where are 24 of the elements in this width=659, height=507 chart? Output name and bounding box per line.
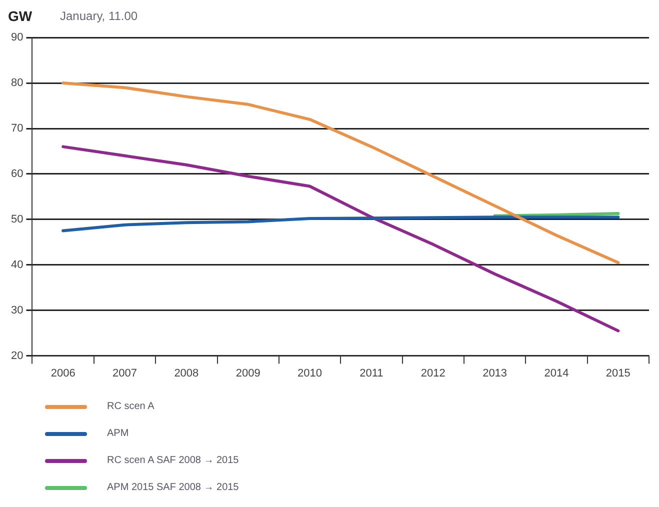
chart-title: January, 11.00 xyxy=(60,9,138,23)
legend-label: RC scen A xyxy=(107,401,154,412)
y-tick-label: 30 xyxy=(10,304,24,316)
legend-label: RC scen A SAF 2008 → 2015 xyxy=(107,455,239,466)
y-tick-label: 40 xyxy=(10,258,24,271)
x-tick-label: 2009 xyxy=(236,367,260,380)
x-tick-label: 2010 xyxy=(298,367,322,380)
y-tick-label: 70 xyxy=(10,122,24,135)
x-tick-label: 2012 xyxy=(420,367,446,380)
legend-label: APM 2015 SAF 2008 → 2015 xyxy=(107,482,239,493)
x-tick-label: 2013 xyxy=(482,367,508,380)
x-tick-label: 2007 xyxy=(112,367,137,380)
y-tick-label: 20 xyxy=(10,350,24,362)
x-tick-label: 2011 xyxy=(360,367,384,380)
y-tick-label: 60 xyxy=(10,168,24,180)
y-tick-label: 50 xyxy=(10,213,24,226)
y-axis-title: GW xyxy=(8,8,32,24)
x-tick-label: 2008 xyxy=(174,367,199,380)
y-tick-label: 80 xyxy=(10,77,24,90)
x-tick-label: 2006 xyxy=(50,367,76,380)
y-tick-label: 90 xyxy=(10,32,24,44)
x-tick-label: 2015 xyxy=(606,367,630,380)
x-tick-label: 2014 xyxy=(544,367,569,380)
legend-label: APM xyxy=(107,428,129,439)
